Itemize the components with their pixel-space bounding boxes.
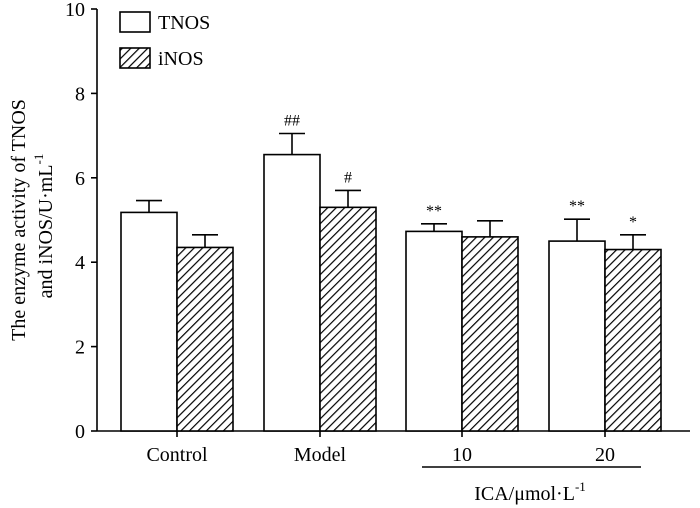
y-axis-label: The enzyme activity of TNOS and iNOS/U·m…	[8, 99, 57, 341]
y-tick-label: 0	[75, 421, 85, 443]
bar-inos	[176, 246, 234, 432]
category-label: 20	[595, 444, 615, 466]
y-axis-ticks: 0 2 4 6 8 10	[65, 0, 97, 443]
legend: TNOS iNOS	[119, 11, 210, 70]
category-label: Model	[294, 444, 347, 466]
ica-group-bracket: ICA/μmol·L-1	[422, 466, 641, 505]
bar-inos	[319, 206, 377, 432]
y-tick-label: 4	[75, 252, 85, 274]
y-axis-label-line2-group: and iNOS/U·mL-1	[31, 154, 57, 299]
legend-label-inos: iNOS	[158, 48, 204, 70]
bar-tnos	[405, 230, 463, 432]
category-labels: Control Model 10 20	[146, 444, 615, 466]
ica-group-label-text: ICA/μmol·L	[474, 483, 575, 505]
legend-label-tnos: TNOS	[158, 12, 210, 34]
bar-tnos	[548, 240, 606, 432]
legend-swatch-tnos	[119, 11, 151, 33]
significance-label-tnos: **	[569, 198, 585, 215]
legend-swatch-inos	[119, 47, 151, 69]
x-axis	[97, 430, 690, 437]
y-axis-label-sup: -1	[31, 154, 46, 165]
y-tick-label: 6	[75, 168, 85, 190]
y-axis-label-line2: and iNOS/U·mL	[35, 164, 57, 298]
y-axis-label-line1: The enzyme activity of TNOS	[8, 99, 30, 341]
bar-tnos	[263, 153, 321, 432]
ica-group-label-sup: -1	[575, 479, 586, 494]
bar-inos	[461, 236, 519, 432]
significance-label-inos: *	[629, 214, 637, 231]
error-bars-layer	[136, 132, 646, 250]
significance-label-tnos: ##	[284, 112, 300, 129]
bar-tnos	[120, 211, 178, 432]
ica-group-label: ICA/μmol·L-1	[474, 479, 586, 505]
bars-layer	[120, 153, 662, 432]
significance-label-tnos: **	[426, 203, 442, 220]
significance-label-inos: #	[344, 169, 352, 186]
category-label: 10	[452, 444, 472, 466]
significance-annotations: ###** ***	[284, 112, 637, 230]
y-tick-label: 8	[75, 83, 85, 105]
bar-inos	[604, 248, 662, 432]
y-tick-label: 10	[65, 0, 85, 21]
y-tick-label: 2	[75, 337, 85, 359]
category-label: Control	[146, 444, 208, 466]
